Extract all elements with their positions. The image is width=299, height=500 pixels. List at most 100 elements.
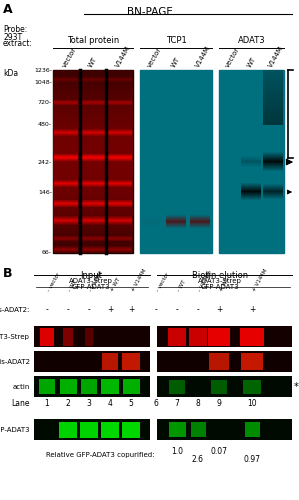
Text: GFP-ADAT3: GFP-ADAT3 xyxy=(0,427,30,433)
Text: 66-: 66- xyxy=(42,250,52,256)
Text: actin: actin xyxy=(13,384,30,390)
Text: V144M: V144M xyxy=(115,44,132,68)
Text: - V144M: - V144M xyxy=(198,270,214,292)
Bar xyxy=(243,380,261,394)
Text: 146-: 146- xyxy=(38,190,52,194)
Text: 1.0: 1.0 xyxy=(171,448,183,456)
Text: + WT: + WT xyxy=(219,277,231,292)
Bar xyxy=(102,353,118,370)
Text: 5: 5 xyxy=(129,398,133,407)
Text: V144M: V144M xyxy=(268,44,285,68)
Bar xyxy=(245,422,260,437)
Text: -: - xyxy=(176,306,179,314)
Bar xyxy=(122,353,140,370)
Text: -: - xyxy=(155,306,157,314)
Bar xyxy=(169,422,186,437)
Bar xyxy=(34,351,150,372)
Text: His-ADAT2:: His-ADAT2: xyxy=(0,307,30,313)
Bar xyxy=(123,379,140,394)
Text: 720-: 720- xyxy=(38,100,52,104)
Text: 0.97: 0.97 xyxy=(243,456,260,464)
Text: 2.6: 2.6 xyxy=(192,456,204,464)
Bar xyxy=(241,353,263,370)
Text: WT: WT xyxy=(88,56,99,68)
Text: B: B xyxy=(3,267,13,280)
Text: BN-PAGE: BN-PAGE xyxy=(127,7,173,17)
Text: 1048-: 1048- xyxy=(34,80,52,84)
Bar xyxy=(59,422,77,438)
Bar xyxy=(240,328,264,346)
Text: V144M: V144M xyxy=(195,44,212,68)
Text: - WT: - WT xyxy=(177,279,187,292)
Text: + V144M: + V144M xyxy=(252,268,269,292)
Text: 6: 6 xyxy=(154,398,158,407)
Bar xyxy=(209,353,229,370)
Bar xyxy=(34,376,150,397)
Text: 7: 7 xyxy=(175,398,179,407)
Bar xyxy=(40,328,54,346)
Text: +: + xyxy=(216,306,222,314)
Text: Relative GFP-ADAT3 copurified:: Relative GFP-ADAT3 copurified: xyxy=(47,452,155,458)
Text: +: + xyxy=(128,306,134,314)
Text: *: * xyxy=(294,382,299,392)
Text: extract:: extract: xyxy=(3,39,33,48)
Text: TCP1: TCP1 xyxy=(166,36,186,45)
Text: 293T: 293T xyxy=(3,33,22,42)
Text: GFP-ADAT3: GFP-ADAT3 xyxy=(201,284,239,290)
Bar xyxy=(219,70,284,253)
Text: 1236-: 1236- xyxy=(34,68,52,72)
Bar xyxy=(85,328,93,346)
Text: GFP-ADAT3: GFP-ADAT3 xyxy=(72,284,110,290)
Text: +: + xyxy=(249,306,255,314)
Text: + V144M: + V144M xyxy=(131,268,148,292)
Text: 0.07: 0.07 xyxy=(210,448,228,456)
Text: - vector: - vector xyxy=(156,272,171,292)
Bar xyxy=(157,326,292,347)
Text: 10: 10 xyxy=(247,398,257,407)
Text: 9: 9 xyxy=(216,398,222,407)
Text: 2: 2 xyxy=(65,398,70,407)
Text: Biotin elution: Biotin elution xyxy=(192,271,248,280)
Text: Probe:: Probe: xyxy=(3,25,27,34)
Text: - WT: - WT xyxy=(68,279,79,292)
Bar xyxy=(157,351,292,372)
Bar xyxy=(211,380,227,394)
Text: -: - xyxy=(67,306,69,314)
Text: - vector: - vector xyxy=(47,272,62,292)
Text: ADAT3-Strep: ADAT3-Strep xyxy=(69,278,113,284)
Bar xyxy=(122,422,140,438)
Text: vector: vector xyxy=(147,46,163,68)
Bar xyxy=(169,380,185,394)
Text: WT: WT xyxy=(246,56,257,68)
Bar xyxy=(140,70,212,253)
Bar xyxy=(34,419,150,440)
Bar xyxy=(81,379,97,394)
Bar xyxy=(208,328,230,346)
Bar xyxy=(53,70,133,253)
Text: 4: 4 xyxy=(108,398,112,407)
Text: vector: vector xyxy=(225,46,241,68)
Text: kDa: kDa xyxy=(3,69,18,78)
Bar xyxy=(189,328,207,346)
Text: Input: Input xyxy=(80,271,102,280)
Text: vector: vector xyxy=(61,46,77,68)
Text: His-ADAT2: His-ADAT2 xyxy=(0,359,30,365)
Text: ADAT3-Strep: ADAT3-Strep xyxy=(198,278,242,284)
Text: 1: 1 xyxy=(45,398,49,407)
Text: -: - xyxy=(88,306,90,314)
Text: 8: 8 xyxy=(196,398,200,407)
Text: 242-: 242- xyxy=(38,160,52,164)
Bar xyxy=(80,422,98,438)
Text: - V144M: - V144M xyxy=(89,270,105,292)
Text: Total protein: Total protein xyxy=(67,36,119,45)
Bar xyxy=(60,379,77,394)
Bar xyxy=(191,422,206,437)
Text: ADAT3-Strep: ADAT3-Strep xyxy=(0,334,30,340)
Bar xyxy=(157,376,292,397)
Bar xyxy=(34,326,150,347)
Bar xyxy=(39,379,55,394)
Bar xyxy=(101,379,119,394)
Text: + WT: + WT xyxy=(110,277,122,292)
Bar xyxy=(63,328,73,346)
Bar xyxy=(101,422,119,438)
